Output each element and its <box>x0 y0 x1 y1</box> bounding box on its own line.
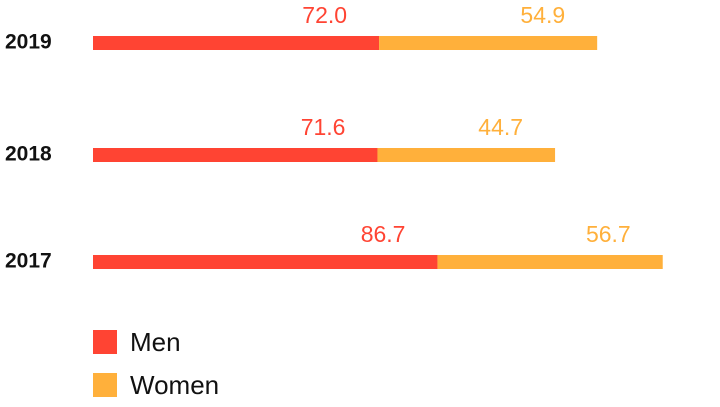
bar-segment <box>93 36 380 50</box>
bar-segment <box>93 255 438 269</box>
legend-swatch <box>93 330 117 354</box>
bar-segment <box>93 148 378 162</box>
category-label: 2017 <box>5 250 52 273</box>
value-label: 56.7 <box>586 221 631 247</box>
value-label: 86.7 <box>361 221 406 247</box>
value-label: 54.9 <box>520 2 565 28</box>
bar-segment <box>377 148 556 162</box>
legend-label: Men <box>130 327 181 357</box>
value-label: 71.6 <box>301 114 346 140</box>
legend-swatch <box>93 373 117 397</box>
category-label: 2018 <box>5 143 52 166</box>
category-label: 2019 <box>5 31 52 54</box>
legend-label: Women <box>130 370 219 400</box>
bar-segment <box>437 255 663 269</box>
bar-segment <box>379 36 598 50</box>
value-label: 72.0 <box>302 2 347 28</box>
value-label: 44.7 <box>478 114 523 140</box>
